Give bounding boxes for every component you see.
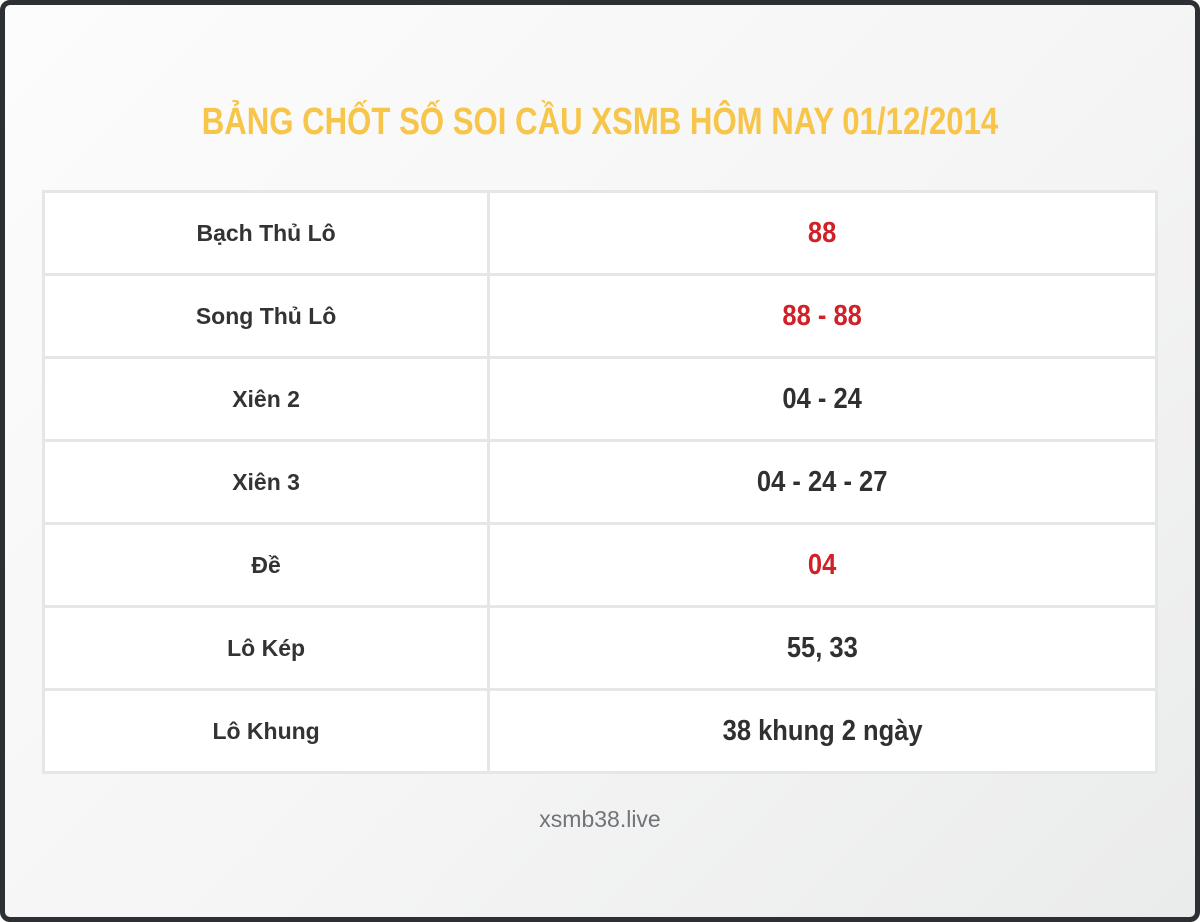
page-title: BẢNG CHỐT SỐ SOI CẦU XSMB HÔM NAY 01/12/… [201, 101, 999, 143]
row-label: Lô Kép [41, 605, 491, 691]
row-label: Song Thủ Lô [41, 273, 491, 359]
row-label: Đề [41, 522, 491, 608]
row-value: 04 - 24 [487, 356, 1158, 442]
table-row: Song Thủ Lô 88 - 88 [41, 273, 1158, 359]
row-value-text: 55, 33 [787, 631, 859, 664]
row-label: Bạch Thủ Lô [41, 190, 491, 276]
site-watermark: xsmb38.live [539, 806, 661, 832]
row-label: Xiên 3 [41, 439, 491, 525]
table-row: Xiên 3 04 - 24 - 27 [41, 439, 1158, 525]
row-value-text: 38 khung 2 ngày [722, 714, 923, 747]
row-value-text: 88 [808, 216, 837, 249]
row-value: 88 [487, 190, 1158, 276]
row-value-text: 04 [808, 548, 837, 581]
table-row: Bạch Thủ Lô 88 [41, 190, 1158, 276]
table-row: Lô Khung 38 khung 2 ngày [41, 688, 1158, 774]
row-value: 04 [487, 522, 1158, 608]
row-label: Xiên 2 [41, 356, 491, 442]
row-value-text: 04 - 24 [782, 382, 863, 415]
row-value: 04 - 24 - 27 [487, 439, 1158, 525]
table-row: Lô Kép 55, 33 [41, 605, 1158, 691]
row-label: Lô Khung [41, 688, 491, 774]
row-value: 88 - 88 [487, 273, 1158, 359]
row-value: 38 khung 2 ngày [487, 688, 1158, 774]
row-value: 55, 33 [487, 605, 1158, 691]
table-row: Đề 04 [41, 522, 1158, 608]
row-value-text: 04 - 24 - 27 [757, 465, 888, 498]
prediction-table: Bạch Thủ Lô 88 Song Thủ Lô 88 - 88 Xiên … [41, 190, 1158, 774]
row-value-text: 88 - 88 [782, 299, 863, 332]
table-row: Xiên 2 04 - 24 [41, 356, 1158, 442]
